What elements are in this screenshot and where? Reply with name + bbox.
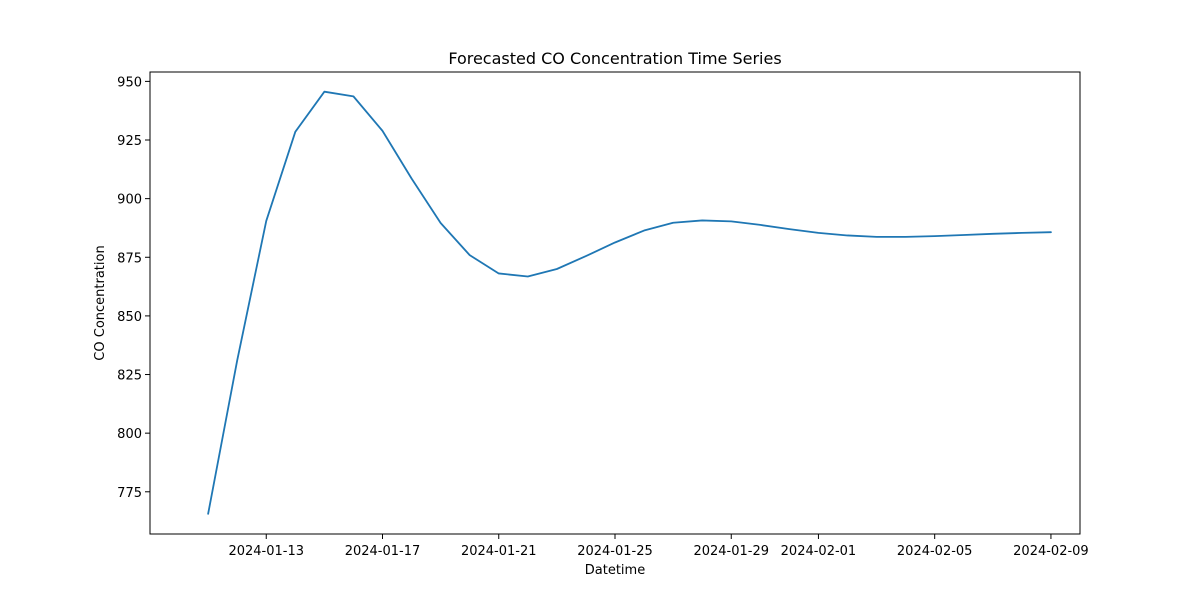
y-tick-label: 900 bbox=[117, 193, 142, 208]
plot-area-frame bbox=[149, 71, 1081, 535]
x-tick-label: 2024-01-21 bbox=[461, 544, 537, 559]
x-tick-label: 2024-01-29 bbox=[693, 544, 769, 559]
y-tick-label: 925 bbox=[117, 134, 142, 149]
y-tick-label: 825 bbox=[117, 369, 142, 384]
x-axis: 2024-01-13 2024-01-17 2024-01-21 2024-01-25… bbox=[228, 534, 1089, 559]
x-tick-label: 2024-01-17 bbox=[345, 544, 421, 559]
x-tick-label: 2024-02-01 bbox=[781, 544, 857, 559]
y-tick-label: 950 bbox=[117, 75, 142, 90]
x-tick-label: 2024-01-13 bbox=[228, 544, 304, 559]
chart-title: Forecasted CO Concentration Time Series bbox=[448, 49, 781, 68]
y-tick-label: 800 bbox=[117, 427, 142, 442]
series-line bbox=[207, 90, 1052, 515]
x-tick-label: 2024-02-05 bbox=[897, 544, 973, 559]
y-axis: 775 800 825 850 875 900 925 950 bbox=[117, 75, 150, 501]
series-layer bbox=[207, 90, 1052, 515]
x-tick-label: 2024-02-09 bbox=[1013, 544, 1089, 559]
y-tick-label: 850 bbox=[117, 310, 142, 325]
y-tick-label: 775 bbox=[117, 486, 142, 501]
x-tick-label: 2024-01-25 bbox=[577, 544, 653, 559]
y-tick-label: 875 bbox=[117, 251, 142, 266]
x-axis-title: Datetime bbox=[585, 563, 645, 578]
y-axis-title: CO Concentration bbox=[93, 245, 108, 360]
